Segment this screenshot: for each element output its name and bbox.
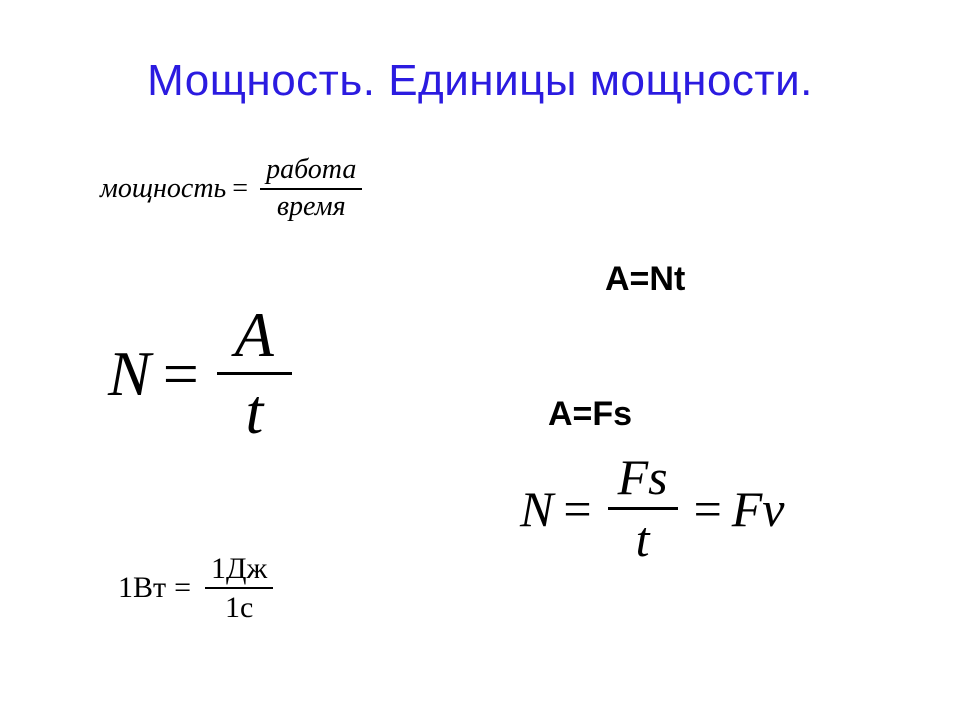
lhs: N [520,480,553,538]
lhs: 1Вт [118,571,166,605]
slide: Мощность. Единицы мощности. мощность = р… [0,0,960,720]
denominator: 1с [219,591,259,624]
numerator: 1Дж [205,552,273,585]
numerator: работа [260,155,362,186]
equation-power-words: мощность = работа время [100,155,368,223]
fraction-bar [205,587,273,589]
fraction-bar [260,188,362,190]
lhs: мощность [100,173,226,205]
numerator: A [217,300,292,370]
equation-a-equals-fs: A=Fs [548,395,632,434]
fraction-bar [608,507,678,510]
fraction: Fs t [608,450,678,567]
equation-one-watt: 1Вт = 1Дж 1с [118,552,279,624]
rhs: Fv [732,480,785,538]
equals-1: = [553,480,601,538]
page-title: Мощность. Единицы мощности. [0,56,960,106]
formula-text: A=Nt [605,260,685,299]
equals: = [226,173,254,205]
equals: = [166,571,199,605]
equals-2: = [684,480,732,538]
equation-n-equals-a-over-t: N = A t [108,300,298,448]
equation-a-equals-nt: A=Nt [605,260,685,299]
equals: = [151,337,211,411]
lhs: N [108,337,151,411]
denominator: t [227,377,281,447]
denominator: время [271,192,352,223]
fraction: A t [217,300,292,448]
equation-n-equals-fs-over-t-equals-fv: N = Fs t = Fv [520,450,785,567]
fraction: 1Дж 1с [205,552,273,624]
fraction-bar [217,372,292,375]
numerator: Fs [608,450,678,505]
formula-text: A=Fs [548,395,632,434]
denominator: t [626,512,660,567]
fraction: работа время [260,155,362,223]
